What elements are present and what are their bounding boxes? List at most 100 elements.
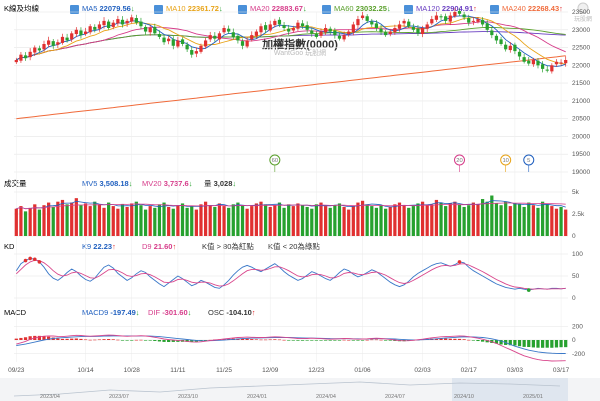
x-tick-label: 01/06 [354, 367, 371, 374]
ma10-toggle[interactable]: MA10 22361.72↓ [154, 2, 223, 16]
osc-bar [471, 340, 475, 341]
k-high-dot [28, 256, 32, 261]
candle-body [508, 45, 512, 51]
kd-note-green: K值 < 20為綠點 [268, 242, 320, 251]
candle-body [536, 60, 540, 66]
volume-bar [88, 206, 92, 236]
volume-bar [130, 203, 134, 236]
volume-bar [116, 208, 120, 236]
osc-bar [120, 340, 125, 341]
candle-body [60, 36, 65, 43]
candle-body [245, 40, 249, 47]
volume-bar [467, 205, 471, 236]
volume-bar [167, 206, 171, 236]
volume-bar [499, 205, 503, 236]
volume-bar [171, 208, 175, 236]
osc-label: OSC [208, 308, 225, 317]
candle-body [328, 28, 332, 32]
candle-body [28, 51, 32, 58]
candle-body [199, 45, 203, 52]
volume-bar [65, 204, 69, 236]
candle-body [74, 29, 78, 35]
ma120-toggle[interactable]: MA120 22904.91↑ [404, 2, 477, 16]
volume-bar [485, 201, 489, 236]
volume-bar [134, 201, 138, 236]
macd-tick-label: 0 [572, 337, 576, 344]
candle-body [540, 64, 545, 69]
osc-bar [314, 340, 319, 341]
vol-arrow: ↓ [232, 179, 237, 188]
candle-body [268, 24, 272, 31]
x-tick-label: 03/03 [507, 367, 524, 374]
osc-bar [467, 339, 471, 341]
osc-bar [374, 339, 379, 341]
volume-bar [402, 205, 406, 236]
osc-bar [240, 338, 245, 340]
volume-bar [333, 205, 337, 236]
candle-body [476, 19, 480, 22]
x-tick-label: 02/17 [461, 367, 478, 374]
checkbox-icon[interactable] [322, 4, 331, 14]
checkbox-icon[interactable] [154, 4, 163, 14]
candle-body [434, 15, 439, 20]
osc-bar [564, 340, 568, 348]
osc-bar [324, 340, 328, 341]
osc-bar [319, 340, 323, 341]
candle-body [397, 24, 402, 29]
volume-bar [268, 206, 272, 236]
macd9-arrow: ↓ [135, 308, 140, 317]
checkbox-icon[interactable] [238, 4, 247, 14]
ma120-value: 22904.91 [441, 4, 474, 13]
osc-bar [536, 340, 540, 348]
osc-bar [342, 339, 346, 341]
volume-bar [564, 209, 568, 236]
volume-bar [310, 208, 314, 236]
volume-bar [143, 209, 148, 236]
volume-bar [374, 207, 379, 236]
volume-bar [208, 205, 212, 236]
volume-bar [60, 199, 65, 236]
mv5-readout: MV5 3,508.18↓ [82, 177, 132, 191]
candle-body [88, 26, 92, 33]
checkbox-icon[interactable] [490, 4, 499, 14]
mv20-value: 3,737.6 [163, 179, 189, 188]
osc-bar [203, 340, 208, 341]
overview-line [13, 381, 561, 397]
osc-bar [310, 340, 314, 341]
volume-bar [453, 201, 457, 236]
osc-bar [97, 339, 102, 341]
ma20-toggle[interactable]: MA20 22883.67↓ [238, 2, 307, 16]
checkbox-icon[interactable] [404, 4, 413, 14]
volume-bar [194, 209, 198, 236]
overview-year-label: 2024/10 [454, 394, 474, 400]
ma5-toggle[interactable]: MA5 22079.56↓ [70, 2, 135, 16]
chart-title: 加權指數(0000) [262, 39, 338, 51]
price-tick-label: 23000 [572, 27, 590, 34]
price-tick-label: 22500 [572, 45, 590, 52]
volume-bar [471, 202, 475, 236]
osc-bar [139, 339, 143, 341]
osc-bar [176, 340, 180, 342]
macd-tick-label: 200 [572, 323, 583, 330]
ma240-toggle[interactable]: MA240 22268.43↑ [490, 2, 563, 16]
ma20-label: MA20 [250, 4, 270, 13]
k9-arrow: ↑ [112, 242, 116, 251]
volume-bar [508, 206, 512, 236]
volume-bar [434, 199, 439, 236]
price-tick-label: 23500 [572, 9, 590, 16]
candle-body [411, 26, 415, 30]
candle-body [157, 34, 162, 37]
kd-panel-label: KD [4, 242, 15, 251]
osc-bar [476, 340, 480, 342]
candle-body [467, 18, 471, 23]
overview-year-label: 2024/04 [316, 394, 336, 400]
candle-body [393, 28, 397, 33]
candle-body [167, 38, 171, 42]
ma60-toggle[interactable]: MA60 23032.25↓ [322, 2, 391, 16]
checkbox-icon[interactable] [70, 4, 79, 14]
volume-bar [457, 204, 462, 236]
d9-value: 21.60 [153, 242, 173, 251]
volume-bar [554, 208, 559, 236]
osc-bar [273, 339, 277, 340]
